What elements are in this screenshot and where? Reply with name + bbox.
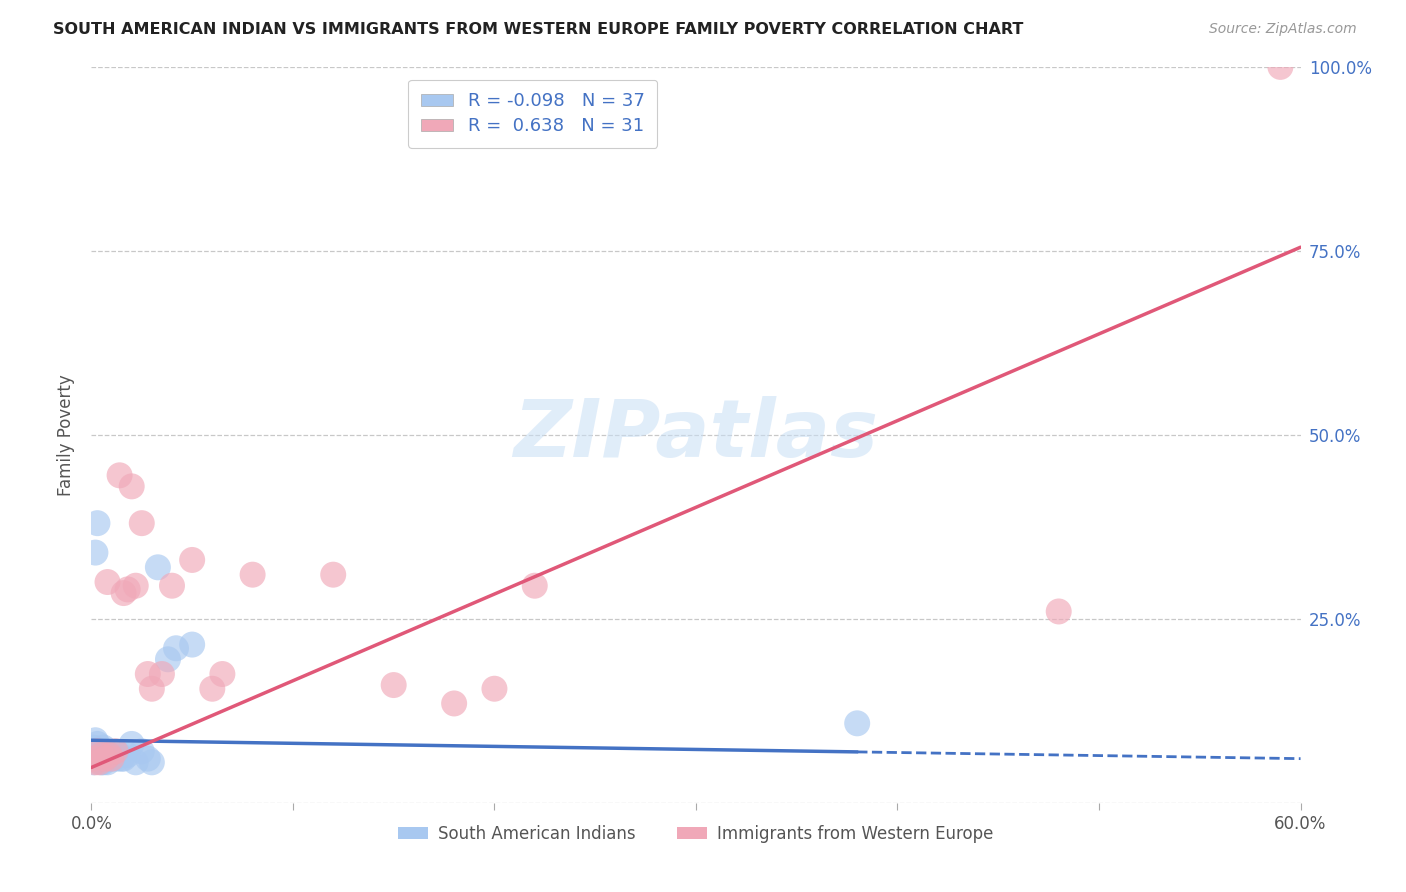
Point xyxy=(86,516,108,530)
Legend: South American Indians, Immigrants from Western Europe: South American Indians, Immigrants from … xyxy=(391,818,1001,850)
Point xyxy=(846,716,869,731)
Point xyxy=(201,681,224,696)
Point xyxy=(125,756,148,770)
Point xyxy=(131,516,153,530)
Point xyxy=(242,567,264,582)
Point xyxy=(82,756,104,770)
Point xyxy=(111,751,132,765)
Point xyxy=(322,567,344,582)
Point xyxy=(98,751,121,765)
Point xyxy=(89,756,111,770)
Point xyxy=(84,545,107,560)
Point xyxy=(112,586,135,600)
Point xyxy=(141,681,163,696)
Text: ZIPatlas: ZIPatlas xyxy=(513,396,879,474)
Point xyxy=(96,756,118,770)
Point xyxy=(93,756,115,770)
Point xyxy=(104,747,127,762)
Point xyxy=(82,740,104,755)
Point xyxy=(382,678,405,692)
Point xyxy=(121,737,143,751)
Point xyxy=(86,744,108,758)
Point xyxy=(112,751,135,765)
Point xyxy=(523,579,546,593)
Y-axis label: Family Poverty: Family Poverty xyxy=(58,374,76,496)
Point xyxy=(86,751,108,765)
Point xyxy=(125,579,148,593)
Point xyxy=(89,751,111,765)
Point xyxy=(160,579,183,593)
Point xyxy=(156,652,179,666)
Point xyxy=(98,747,121,762)
Point xyxy=(181,553,204,567)
Point xyxy=(94,751,117,765)
Point xyxy=(84,747,107,762)
Point xyxy=(103,751,125,765)
Point xyxy=(89,744,111,758)
Point xyxy=(90,747,112,762)
Point xyxy=(146,560,169,574)
Point xyxy=(141,756,163,770)
Point xyxy=(100,751,122,765)
Point xyxy=(94,751,117,765)
Point xyxy=(121,479,143,493)
Point xyxy=(94,744,117,758)
Point xyxy=(165,641,187,656)
Point xyxy=(1047,605,1070,619)
Point xyxy=(117,747,139,762)
Text: SOUTH AMERICAN INDIAN VS IMMIGRANTS FROM WESTERN EUROPE FAMILY POVERTY CORRELATI: SOUTH AMERICAN INDIAN VS IMMIGRANTS FROM… xyxy=(53,22,1024,37)
Point xyxy=(104,744,127,758)
Point xyxy=(86,737,108,751)
Point xyxy=(136,667,159,681)
Point xyxy=(96,575,118,590)
Point xyxy=(84,756,107,770)
Point xyxy=(181,638,204,652)
Point xyxy=(84,733,107,747)
Point xyxy=(108,468,131,483)
Point xyxy=(86,744,108,758)
Text: Source: ZipAtlas.com: Source: ZipAtlas.com xyxy=(1209,22,1357,37)
Point xyxy=(90,747,112,762)
Point xyxy=(211,667,233,681)
Point xyxy=(150,667,173,681)
Point xyxy=(484,681,506,696)
Point xyxy=(107,751,129,765)
Point xyxy=(93,740,115,755)
Point xyxy=(90,756,112,770)
Point xyxy=(117,582,139,597)
Point xyxy=(443,697,465,711)
Point xyxy=(108,747,131,762)
Point xyxy=(131,744,153,758)
Point xyxy=(136,751,159,765)
Point xyxy=(1270,60,1292,74)
Point xyxy=(82,751,104,765)
Point xyxy=(100,747,122,762)
